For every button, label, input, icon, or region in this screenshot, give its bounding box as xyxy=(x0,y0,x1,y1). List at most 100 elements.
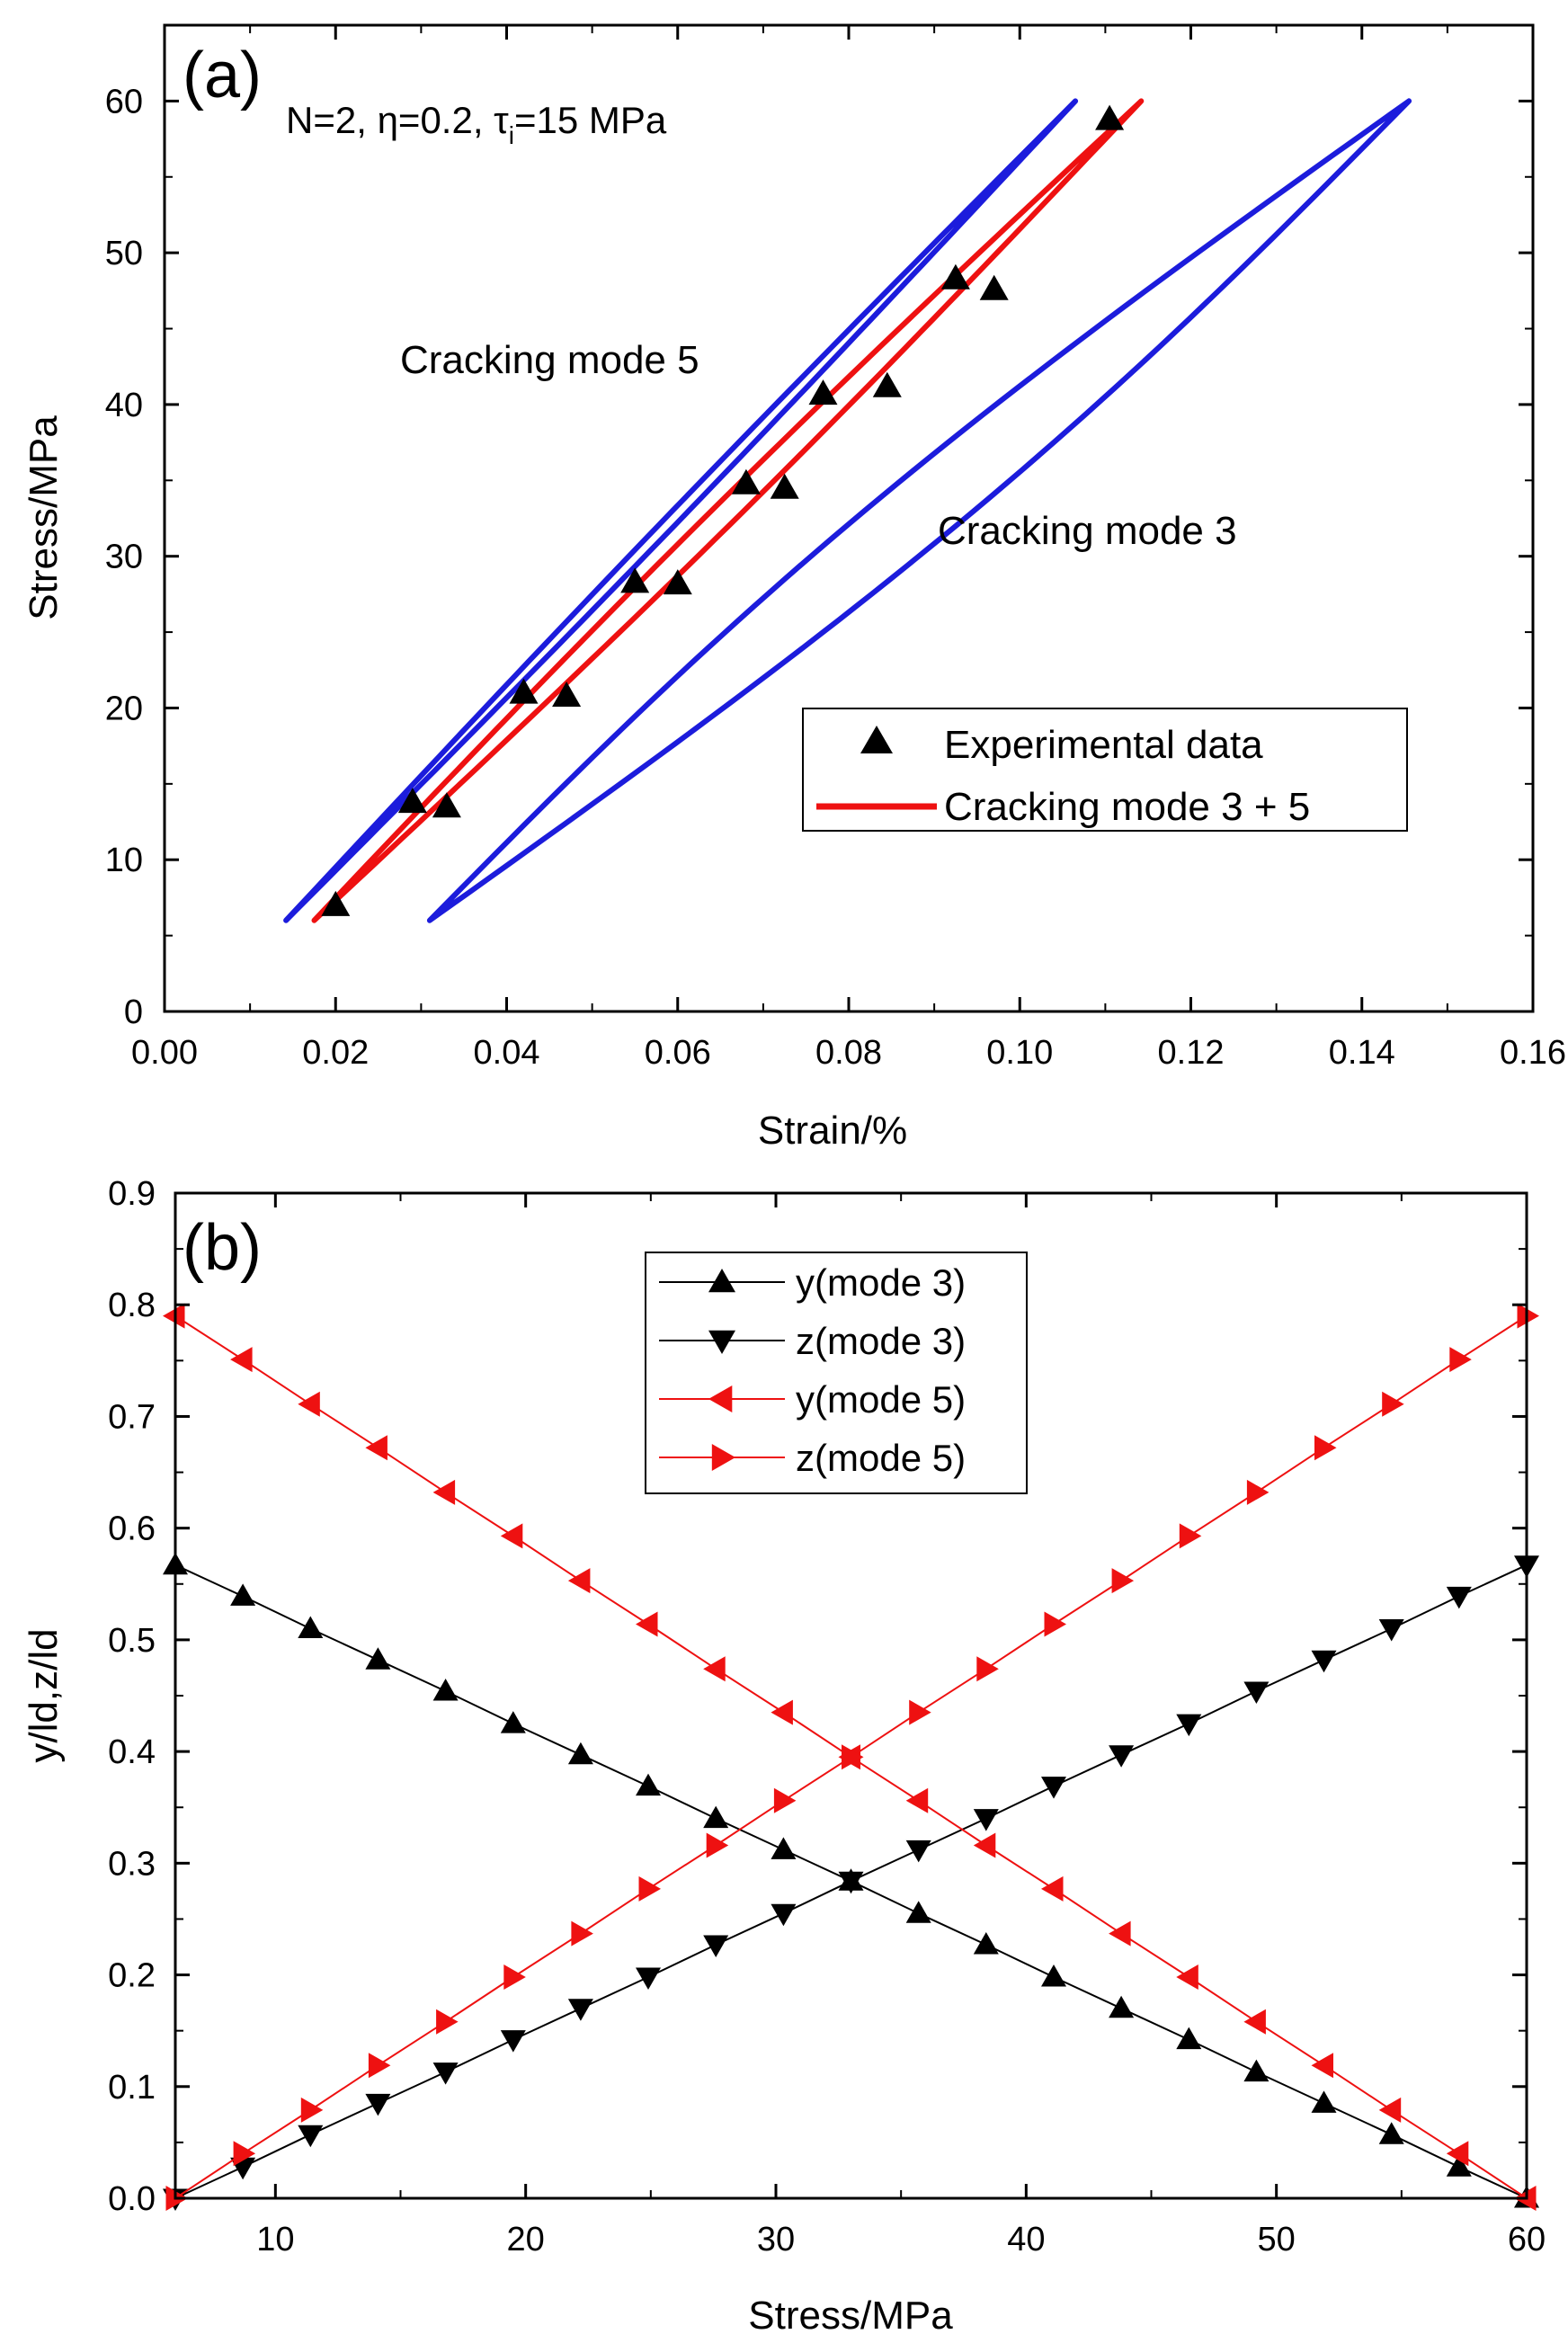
a-x-tick-label: 0.14 xyxy=(1329,1034,1395,1072)
series-marker-y-mode-5 xyxy=(973,1832,996,1858)
experimental-data-point xyxy=(979,274,1009,300)
panel-a-x-axis-label: Strain/% xyxy=(758,1109,907,1153)
series-marker-z-mode-3 xyxy=(1109,1745,1135,1768)
series-marker-z-mode-3 xyxy=(432,2062,459,2085)
series-marker-y-mode-3 xyxy=(567,1742,593,1765)
b-x-tick-label: 40 xyxy=(1007,2221,1045,2258)
series-marker-y-mode-5 xyxy=(298,1391,320,1417)
b-y-tick-label: 0.5 xyxy=(108,1622,156,1660)
series-marker-y-mode-3 xyxy=(298,1616,324,1638)
subtitle-tau: τ xyxy=(494,99,509,141)
series-marker-z-mode-5 xyxy=(842,1744,864,1770)
series-marker-z-mode-3 xyxy=(1176,1714,1202,1737)
experimental-data-point xyxy=(731,468,761,494)
a-y-tick-label: 20 xyxy=(105,690,143,727)
series-marker-z-mode-5 xyxy=(368,2053,391,2079)
a-x-tick-label: 0.00 xyxy=(131,1034,198,1072)
a-y-tick-label: 10 xyxy=(105,842,143,879)
a-x-tick-label: 0.10 xyxy=(986,1034,1053,1072)
series-marker-y-mode-5 xyxy=(163,1303,185,1329)
panel-a-plot-area xyxy=(283,98,1412,923)
experimental-data-point xyxy=(321,890,351,916)
experimental-data-point xyxy=(1095,104,1125,130)
legend-label-y-mode-5: y(mode 5) xyxy=(796,1378,966,1421)
experimental-data-point xyxy=(808,379,838,405)
experimental-data-point xyxy=(620,567,650,593)
b-x-tick-label: 60 xyxy=(1508,2221,1546,2258)
a-y-tick-label: 30 xyxy=(105,539,143,576)
experimental-data-point xyxy=(940,263,970,290)
experimental-data-point xyxy=(397,788,427,814)
a-y-tick-label: 0 xyxy=(124,993,143,1031)
series-marker-y-mode-3 xyxy=(1041,1964,1066,1987)
a-x-tick-label: 0.02 xyxy=(302,1034,369,1072)
panel-a-y-axis-label: Stress/MPa xyxy=(22,415,66,620)
series-marker-y-mode-5 xyxy=(230,1347,253,1373)
series-marker-z-mode-3 xyxy=(636,1967,661,1990)
series-marker-z-mode-3 xyxy=(1041,1777,1066,1799)
panel-b-legend-rows xyxy=(659,1269,785,1471)
series-marker-z-mode-5 xyxy=(1382,1391,1404,1417)
series-marker-y-mode-3 xyxy=(1176,2027,1202,2050)
series-marker-y-mode-3 xyxy=(771,1837,797,1859)
series-marker-y-mode-5 xyxy=(1041,1875,1064,1902)
a-x-tick-label: 0.16 xyxy=(1500,1034,1566,1072)
series-marker-y-mode-5 xyxy=(771,1699,793,1725)
legend-marker-2 xyxy=(708,1385,733,1412)
b-y-tick-label: 0.8 xyxy=(108,1287,156,1324)
series-marker-z-mode-3 xyxy=(1243,1681,1270,1704)
series-marker-z-mode-5 xyxy=(571,1920,593,1947)
series-marker-z-mode-3 xyxy=(567,1999,593,2021)
series-marker-z-mode-3 xyxy=(905,1840,931,1863)
series-marker-z-mode-5 xyxy=(1179,1523,1202,1549)
series-marker-z-mode-5 xyxy=(706,1832,729,1858)
a-x-tick-label: 0.12 xyxy=(1158,1034,1225,1072)
series-marker-y-mode-5 xyxy=(500,1523,523,1549)
series-marker-z-mode-3 xyxy=(1378,1619,1404,1642)
a-y-tick-label: 40 xyxy=(105,387,143,424)
experimental-data-point xyxy=(663,569,692,595)
legend-label-z-mode-3: z(mode 3) xyxy=(796,1320,966,1362)
series-marker-y-mode-5 xyxy=(1311,2053,1333,2079)
b-y-tick-label: 0.4 xyxy=(108,1733,156,1771)
subtitle-n: N=2, xyxy=(286,99,378,141)
legend-box-b xyxy=(645,1252,1028,1494)
series-marker-z-mode-5 xyxy=(909,1699,931,1725)
annotation-cracking-mode-3: Cracking mode 3 xyxy=(938,509,1237,553)
series-marker-z-mode-5 xyxy=(1314,1435,1337,1461)
panel-a-hysteresis-chart: 0.00 0.02 0.04 0.06 0.08 0.10 0.12 0.14 0.16 0 10 2… xyxy=(22,23,1566,1153)
b-y-tick-label: 0.1 xyxy=(108,2069,156,2107)
panel-b-legend: y(mode 3) z(mode 3) y(mode 5) z(mode 5) xyxy=(645,1252,1028,1494)
series-marker-y-mode-3 xyxy=(1446,2154,1472,2177)
series-marker-y-mode-3 xyxy=(365,1647,391,1670)
series-marker-y-mode-3 xyxy=(1311,2090,1337,2113)
b-y-tick-label: 0.7 xyxy=(108,1398,156,1436)
experimental-data-point xyxy=(509,678,539,704)
panel-b-x-axis-label: Stress/MPa xyxy=(748,2294,953,2338)
series-marker-y-mode-5 xyxy=(636,1611,658,1637)
panel-a-subtitle: N=2, η=0.2, τi=15 MPa xyxy=(286,99,667,149)
series-marker-z-mode-5 xyxy=(233,2141,256,2167)
series-marker-y-mode-5 xyxy=(1446,2141,1469,2167)
panel-b-ticks: 10 20 30 40 50 60 0.0 0.1 0.2 0.3 0.4 0.5 0.6 0.7 0.8 0… xyxy=(108,1175,1546,2258)
series-marker-z-mode-5 xyxy=(638,1875,661,1902)
series-marker-z-mode-5 xyxy=(1246,1479,1270,1505)
b-y-tick-label: 0.9 xyxy=(108,1175,156,1213)
legend-marker-0 xyxy=(708,1269,735,1293)
series-marker-z-mode-5 xyxy=(773,1787,797,1813)
hysteresis-loop-cracking-mode-3-5 xyxy=(311,98,1145,923)
panel-a-legend: Experimental data Cracking mode 3 + 5 xyxy=(802,708,1408,832)
series-marker-y-mode-3 xyxy=(905,1901,931,1923)
experimental-data-point xyxy=(770,473,799,499)
series-marker-z-mode-5 xyxy=(503,1964,526,1990)
legend-marker-1 xyxy=(708,1330,735,1354)
a-y-tick-label: 50 xyxy=(105,235,143,272)
series-marker-y-mode-3 xyxy=(230,1583,256,1606)
panel-a-ticks: 0.00 0.02 0.04 0.06 0.08 0.10 0.12 0.14 0.16 0 10 2… xyxy=(105,24,1566,1072)
b-y-tick-label: 0.2 xyxy=(108,1957,156,1995)
series-marker-z-mode-3 xyxy=(1446,1586,1472,1609)
series-marker-y-mode-5 xyxy=(365,1435,388,1461)
hysteresis-loop-cracking-mode-5 xyxy=(283,98,1079,923)
series-marker-z-mode-3 xyxy=(365,2093,391,2116)
